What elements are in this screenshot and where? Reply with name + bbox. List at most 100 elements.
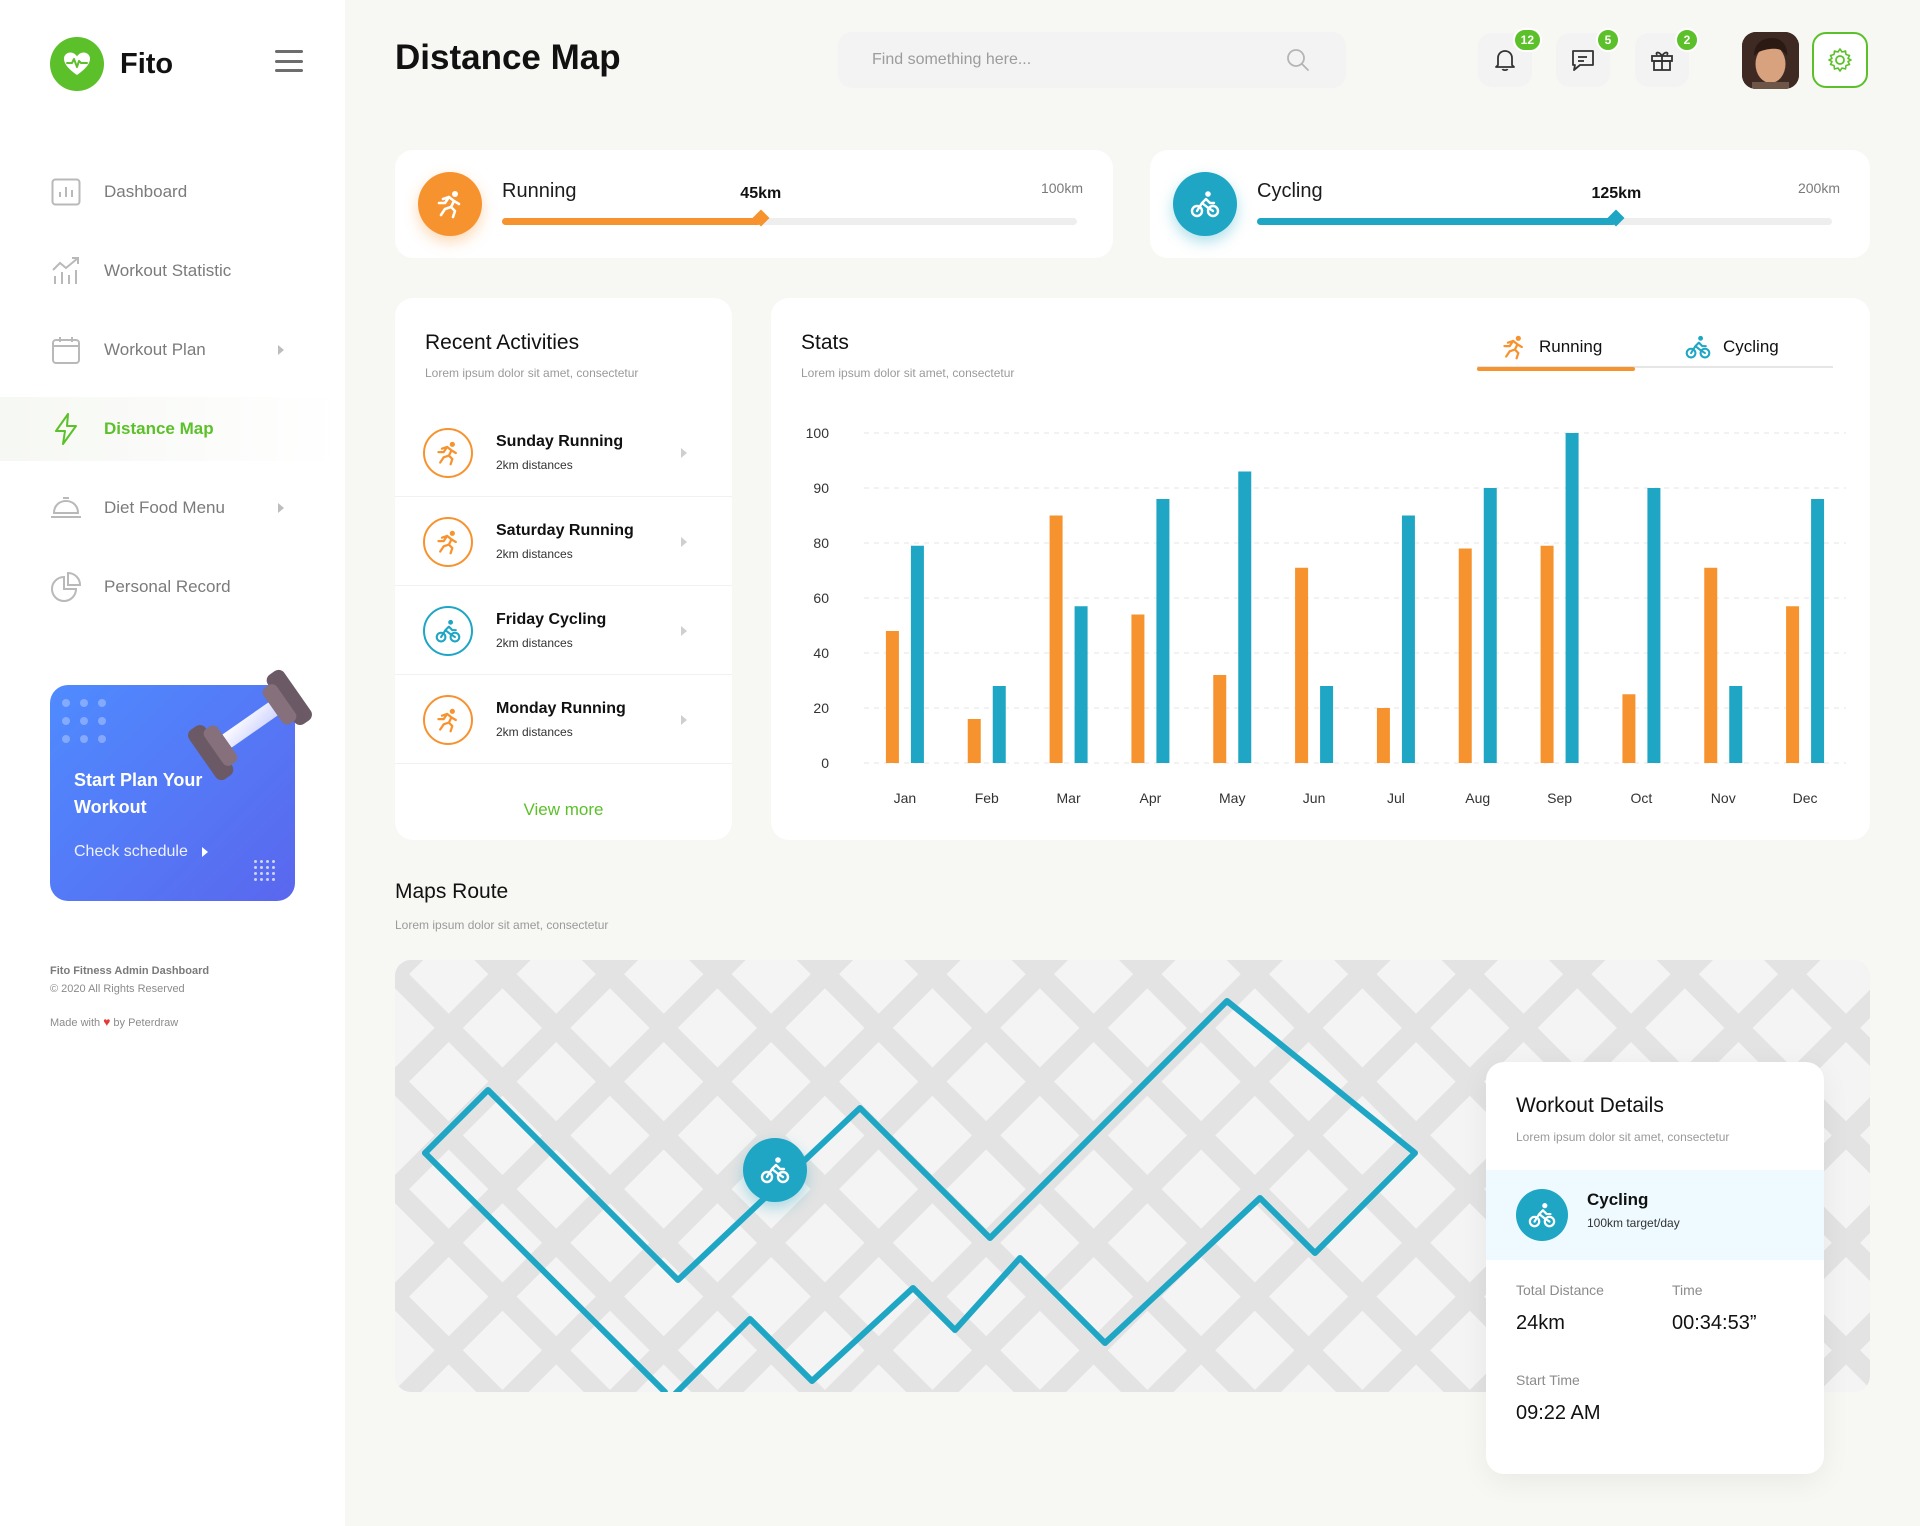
x-tick-label: Oct — [1631, 790, 1653, 806]
promo-title: Start Plan Your Workout — [74, 770, 203, 817]
bar — [1565, 433, 1579, 763]
search-input[interactable] — [872, 51, 1272, 69]
chat-icon — [1572, 50, 1594, 71]
y-tick-label: 80 — [813, 535, 829, 551]
workout-activity: Cycling — [1587, 1190, 1649, 1209]
footer-made-prefix: Made with — [50, 1017, 101, 1029]
sidebar-item-label: Workout Plan — [104, 340, 206, 359]
footer-copyright: © 2020 All Rights Reserved — [50, 983, 185, 995]
x-tick-label: May — [1219, 790, 1245, 806]
activity-item[interactable]: Friday Cycling 2km distances — [395, 586, 732, 675]
activity-item[interactable]: Monday Running 2km distances — [395, 675, 732, 764]
bar — [1238, 471, 1252, 763]
decorative-dots — [62, 699, 106, 743]
sidebar-item-distance-map[interactable]: Distance Map — [0, 397, 345, 461]
y-tick-label: 40 — [813, 645, 829, 661]
running-icon — [423, 428, 473, 478]
workout-details-title: Workout Details — [1516, 1094, 1664, 1117]
bar — [1811, 499, 1825, 763]
menu-toggle-icon[interactable] — [275, 50, 303, 72]
running-progress-card: Running 100km 45km — [395, 150, 1113, 258]
notification-count-badge: 12 — [1512, 28, 1542, 52]
x-tick-label: Nov — [1711, 790, 1736, 806]
view-more-link[interactable]: View more — [523, 800, 604, 819]
logo[interactable]: Fito — [50, 37, 173, 91]
workout-activity-row[interactable]: Cycling 100km target/day — [1486, 1170, 1824, 1260]
sidebar-item-dashboard[interactable]: Dashboard — [0, 160, 345, 224]
progress-fill — [1257, 218, 1617, 225]
start-time-value: 09:22 AM — [1516, 1402, 1601, 1424]
bar — [885, 631, 899, 763]
notifications-button[interactable]: 12 — [1478, 28, 1542, 87]
gear-icon — [1828, 48, 1852, 72]
activity-item[interactable]: Sunday Running 2km distances — [395, 408, 732, 497]
messages-button[interactable]: 5 — [1556, 28, 1620, 87]
heart-logo-icon — [50, 37, 104, 91]
tab-running[interactable]: Running — [1477, 326, 1635, 371]
maps-route-subtitle: Lorem ipsum dolor sit amet, consectetur — [395, 918, 609, 932]
y-tick-label: 100 — [806, 425, 830, 441]
bar — [1647, 488, 1661, 763]
chevron-right-icon — [278, 345, 284, 355]
start-plan-card[interactable]: Start Plan Your Workout Check schedule — [50, 669, 312, 901]
chevron-right-icon — [278, 503, 284, 513]
settings-button[interactable] — [1812, 32, 1868, 88]
check-schedule-link[interactable]: Check schedule — [74, 843, 208, 861]
workout-details-card: Workout Details Lorem ipsum dolor sit am… — [1486, 1062, 1824, 1474]
y-tick-label: 60 — [813, 590, 829, 606]
gifts-button[interactable]: 2 — [1635, 28, 1699, 87]
sidebar-item-workout-plan[interactable]: Workout Plan — [0, 318, 345, 382]
heart-icon: ♥ — [103, 1015, 111, 1029]
sidebar-item-workout-statistic[interactable]: Workout Statistic — [0, 239, 345, 303]
bar — [1376, 708, 1390, 763]
footer-title: Fito Fitness Admin Dashboard — [50, 965, 210, 977]
cycling-icon — [1685, 334, 1711, 360]
x-tick-label: Mar — [1057, 790, 1081, 806]
bar — [967, 719, 981, 763]
progress-track: 45km — [502, 185, 1077, 227]
running-icon — [423, 517, 473, 567]
activity-item[interactable]: Saturday Running 2km distances — [395, 497, 732, 586]
activity-distance: 2km distances — [496, 725, 573, 739]
cycling-icon — [423, 606, 473, 656]
footer-made-suffix: by Peterdraw — [113, 1017, 179, 1029]
bar-chart-icon — [50, 176, 82, 208]
sidebar-item-label: Workout Statistic — [104, 261, 232, 280]
promo-link-label: Check schedule — [74, 843, 188, 860]
bar — [992, 686, 1006, 763]
recent-activities-title: Recent Activities — [425, 331, 580, 354]
route-position-marker[interactable] — [743, 1138, 807, 1202]
avatar[interactable] — [1742, 32, 1799, 89]
bar — [910, 545, 924, 763]
bar — [1156, 499, 1170, 763]
activity-title: Saturday Running — [496, 522, 634, 539]
y-tick-label: 20 — [813, 700, 829, 716]
stats-subtitle: Lorem ipsum dolor sit amet, consectetur — [801, 366, 1015, 380]
sidebar-item-label: Distance Map — [104, 419, 214, 438]
total-distance-label: Total Distance — [1516, 1282, 1604, 1298]
page-title: Distance Map — [395, 38, 621, 77]
search-bar — [838, 32, 1346, 88]
bar — [1213, 675, 1227, 763]
sidebar-item-label: Personal Record — [104, 577, 231, 596]
sidebar-item-personal-record[interactable]: Personal Record — [0, 555, 345, 619]
search-icon[interactable] — [1286, 48, 1310, 72]
tab-cycling[interactable]: Cycling — [1635, 326, 1833, 368]
x-tick-label: Jun — [1303, 790, 1326, 806]
trend-icon — [50, 255, 82, 287]
sidebar: Fito Dashboard Workout Statistic Workout… — [0, 0, 345, 1526]
sidebar-footer: Fito Fitness Admin Dashboard © 2020 All … — [50, 962, 209, 1032]
running-icon — [1501, 334, 1527, 360]
total-distance-value: 24km — [1516, 1312, 1565, 1334]
sidebar-item-diet-food-menu[interactable]: Diet Food Menu — [0, 476, 345, 540]
bar — [1049, 515, 1063, 763]
cycling-icon — [760, 1157, 790, 1184]
progress-label: Cycling — [1257, 180, 1323, 202]
bell-icon — [1495, 50, 1515, 72]
y-tick-label: 0 — [821, 755, 829, 771]
tab-label: Running — [1539, 337, 1603, 356]
recent-activities-subtitle: Lorem ipsum dolor sit amet, consectetur — [425, 366, 639, 380]
stats-card: Stats Lorem ipsum dolor sit amet, consec… — [771, 298, 1870, 840]
chevron-right-icon — [681, 715, 687, 725]
cycling-icon — [1173, 172, 1237, 236]
